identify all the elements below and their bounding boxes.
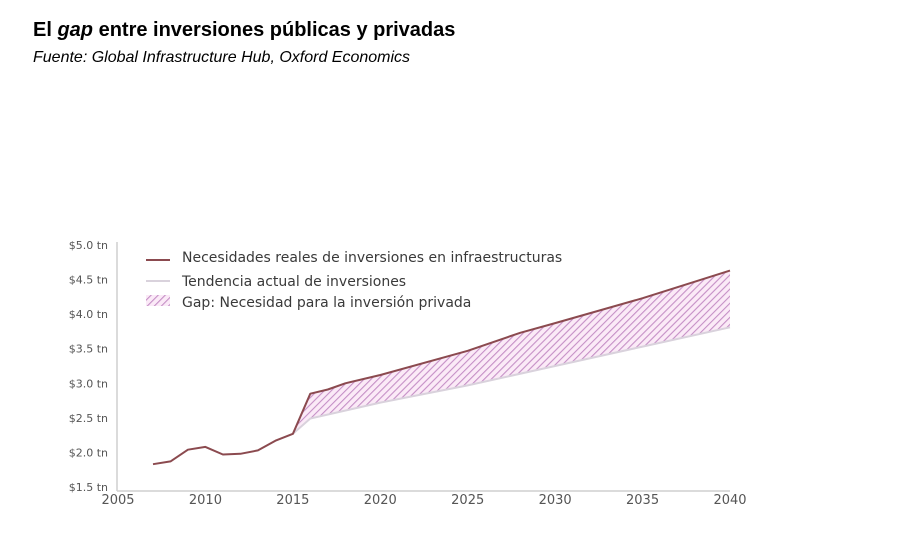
x-tick-label: 2005 <box>101 493 134 508</box>
gap-area <box>292 270 730 434</box>
y-tick-label: $4.5 tn <box>69 274 108 287</box>
title-italic-word: gap <box>57 19 94 41</box>
title-prefix: El <box>33 19 58 41</box>
chart-title: El gap entre inversiones públicas y priv… <box>33 19 455 42</box>
x-tick-label: 2015 <box>276 493 309 508</box>
y-tick-label: $4.0 tn <box>69 308 108 321</box>
legend-gap-label: Gap: Necesidad para la inversión privada <box>182 295 471 311</box>
legend-trend-label: Tendencia actual de inversiones <box>181 274 406 290</box>
x-tick-label: 2035 <box>626 493 659 508</box>
x-tick-label: 2020 <box>364 493 397 508</box>
y-tick-label: $1.5 tn <box>69 481 108 494</box>
x-tick-label: 2025 <box>451 493 484 508</box>
x-tick-label: 2030 <box>539 493 572 508</box>
title-suffix: entre inversiones públicas y privadas <box>93 19 456 41</box>
legend-real-label: Necesidades reales de inversiones en inf… <box>182 250 562 266</box>
real-needs-line <box>152 269 731 466</box>
trend-line <box>292 326 731 435</box>
legend-gap-swatch <box>146 295 170 306</box>
chart-source: Fuente: Global Infrastructure Hub, Oxfor… <box>33 49 411 66</box>
x-tick-label: 2010 <box>189 493 222 508</box>
y-tick-label: $3.5 tn <box>69 343 108 356</box>
y-tick-label: $2.5 tn <box>69 412 108 425</box>
x-tick-label: 2040 <box>713 493 746 508</box>
y-tick-label: $5.0 tn <box>69 239 108 252</box>
y-tick-label: $3.0 tn <box>69 377 108 390</box>
y-tick-label: $2.0 tn <box>69 446 108 459</box>
